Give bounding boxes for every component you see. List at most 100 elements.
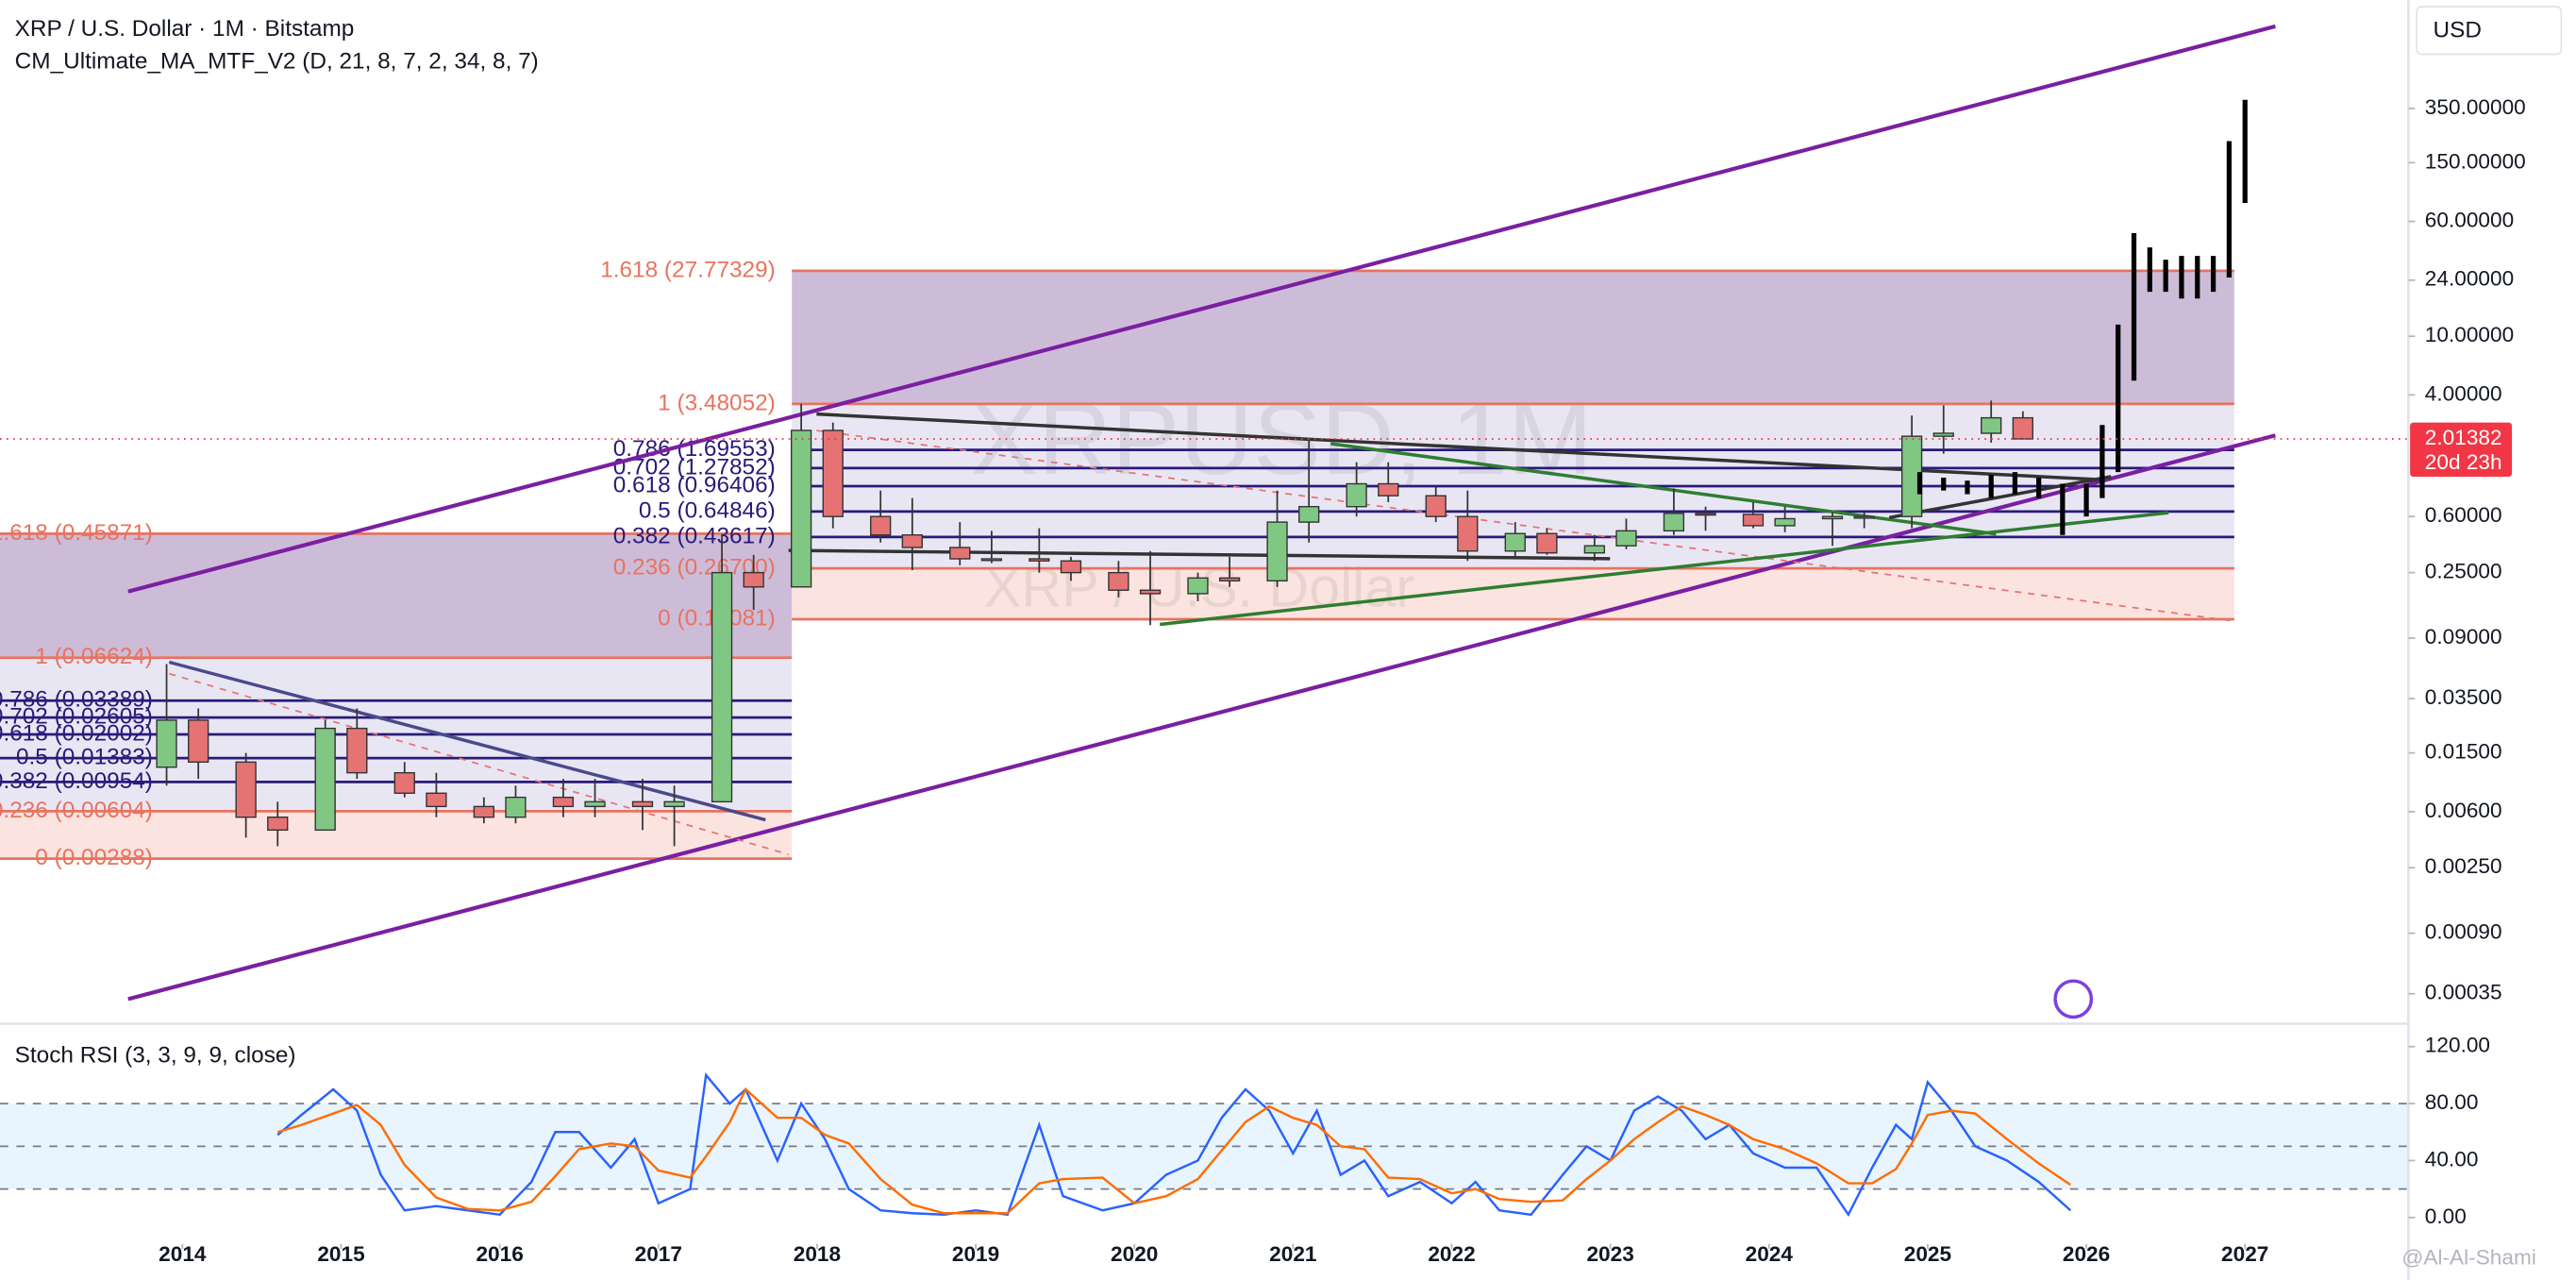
y-tick-label: 120.00 bbox=[2425, 1034, 2490, 1057]
stoch-rsi-pane bbox=[0, 1072, 2409, 1218]
candle-body bbox=[980, 558, 1003, 562]
candle-body bbox=[1504, 532, 1526, 552]
candle-body bbox=[1187, 577, 1209, 595]
x-tick-label: 2019 bbox=[952, 1242, 999, 1266]
indicator-label: Stoch RSI (3, 3, 9, 9, close) bbox=[15, 1043, 296, 1069]
candle-body bbox=[663, 800, 685, 808]
y-tick-label: 4.00000 bbox=[2425, 381, 2502, 405]
currency-label[interactable]: USD bbox=[2434, 18, 2482, 43]
candle-body bbox=[346, 727, 368, 774]
candle-body bbox=[1853, 515, 1875, 519]
price-tag-label: 2.01382 bbox=[2425, 426, 2502, 449]
fib-label: 0.618 (0.02002) bbox=[0, 720, 153, 746]
trendline bbox=[788, 548, 1611, 561]
y-tick-label: 60.00000 bbox=[2425, 209, 2514, 232]
price-tag bbox=[2410, 422, 2513, 478]
candle-body bbox=[1821, 515, 1844, 520]
fib-zone bbox=[792, 270, 2234, 404]
assistant-icon[interactable] bbox=[2053, 979, 2094, 1019]
fib-label: 0.5 (0.64846) bbox=[639, 497, 776, 523]
candle-body bbox=[552, 796, 575, 808]
x-tick-label: 2023 bbox=[1586, 1242, 1633, 1266]
candle-body bbox=[1425, 495, 1447, 517]
candle-body bbox=[711, 571, 733, 803]
candle-body bbox=[870, 515, 892, 536]
fib-label: 0.702 (0.02605) bbox=[0, 704, 153, 730]
candle-body bbox=[1583, 545, 1605, 554]
candle-body bbox=[473, 805, 494, 818]
fib-label: 0.618 (0.96406) bbox=[613, 472, 776, 497]
price-marks bbox=[0, 99, 2409, 847]
fib-zone bbox=[0, 811, 793, 859]
candle-body bbox=[156, 719, 177, 768]
y-tick-label: 0.01500 bbox=[2425, 740, 2502, 764]
x-tick-label: 2016 bbox=[476, 1242, 523, 1266]
y-tick-label: 10.00000 bbox=[2425, 323, 2514, 346]
currency-button[interactable] bbox=[2416, 6, 2563, 56]
y-tick-label: 150.00000 bbox=[2425, 149, 2526, 173]
fib-label: 0.382 (0.43617) bbox=[613, 523, 776, 548]
candle-body bbox=[1981, 416, 2002, 434]
candle-body bbox=[235, 761, 257, 818]
candle-body bbox=[822, 429, 844, 517]
x-tick-label: 2018 bbox=[794, 1242, 841, 1266]
trendline bbox=[816, 412, 2103, 482]
candle-body bbox=[1774, 517, 1796, 527]
fib-label: 0.5 (0.01383) bbox=[16, 745, 153, 770]
x-tick-label: 2022 bbox=[1428, 1242, 1475, 1266]
fib-label: 0.382 (0.00954) bbox=[0, 768, 153, 794]
candle-body bbox=[1060, 560, 1082, 574]
fib-label: 1 (0.06624) bbox=[35, 644, 153, 669]
x-tick-label: 2027 bbox=[2221, 1242, 2268, 1266]
drawings bbox=[127, 24, 2276, 1002]
candle-body bbox=[901, 534, 923, 548]
candle-body bbox=[743, 571, 764, 588]
candle-body bbox=[1615, 530, 1637, 547]
channel-upper bbox=[127, 24, 2276, 594]
fib-zones bbox=[0, 270, 2234, 859]
y-tick-label: 0.60000 bbox=[2425, 503, 2502, 527]
x-tick-label: 2021 bbox=[1269, 1242, 1316, 1266]
y-tick-label: 0.00600 bbox=[2425, 799, 2502, 822]
y-tick-label: 0.09000 bbox=[2425, 625, 2502, 648]
candle-body bbox=[188, 719, 209, 764]
candle-body bbox=[1742, 514, 1765, 527]
trendline bbox=[1160, 511, 2169, 627]
candle-body bbox=[505, 796, 527, 818]
candle-body bbox=[393, 771, 415, 794]
y-tick-label: 0.03500 bbox=[2425, 685, 2502, 709]
y-tick-label: 0.00090 bbox=[2425, 920, 2502, 944]
y-tick-label: 80.00 bbox=[2425, 1090, 2479, 1114]
rsi-line bbox=[276, 1072, 2072, 1218]
rsi-line bbox=[276, 1087, 2071, 1215]
x-tick-label: 2026 bbox=[2063, 1242, 2110, 1266]
fib-label: 1 (3.48052) bbox=[658, 390, 776, 415]
candle-body bbox=[631, 800, 654, 808]
candle-body bbox=[1298, 506, 1320, 523]
fib-label: 1.618 (0.45871) bbox=[0, 520, 153, 546]
candle-body bbox=[314, 727, 336, 832]
x-tick-label: 2015 bbox=[317, 1242, 364, 1266]
trendline bbox=[1330, 442, 1997, 536]
fib-zone bbox=[792, 568, 2234, 619]
x-tick-label: 2020 bbox=[1111, 1242, 1158, 1266]
fib-zone bbox=[0, 533, 793, 658]
y-tick-label: 24.00000 bbox=[2425, 267, 2514, 291]
candle-body bbox=[2012, 416, 2033, 440]
x-tick-label: 2017 bbox=[635, 1242, 682, 1266]
candle-body bbox=[1218, 577, 1241, 581]
candle-body bbox=[584, 800, 606, 808]
fib-label: 0.236 (0.00604) bbox=[0, 798, 153, 823]
fib-zone bbox=[0, 734, 793, 759]
y-tick-label: 0.00035 bbox=[2425, 981, 2502, 1004]
y-tick-label: 0.00250 bbox=[2425, 854, 2502, 878]
candle-body bbox=[790, 429, 812, 588]
countdown: 20d 23h bbox=[2425, 450, 2502, 474]
y-tick-label: 350.00000 bbox=[2425, 95, 2526, 119]
channel-lower bbox=[127, 433, 2276, 1002]
candle-body bbox=[1346, 482, 1367, 508]
fib-zone bbox=[792, 467, 2234, 486]
